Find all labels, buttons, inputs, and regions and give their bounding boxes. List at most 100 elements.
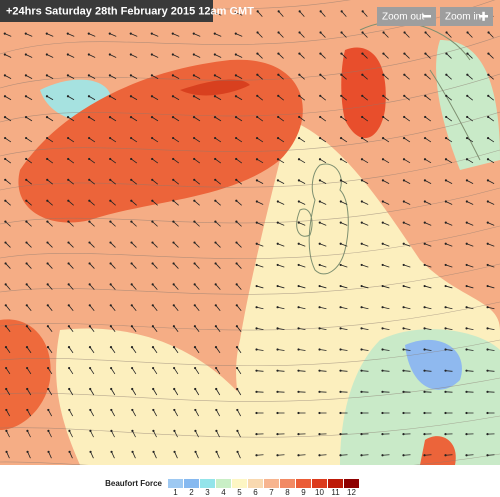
wind-arrow [488,95,494,101]
wind-arrow [68,263,74,269]
wind-arrow [277,201,285,205]
wind-arrow [382,116,390,122]
wind-arrow-head [423,200,426,203]
wind-arrow-head [109,220,112,223]
plus-icon[interactable] [482,11,485,21]
wind-arrow [67,95,75,101]
wind-arrow [5,325,11,333]
wind-arrow-head [339,411,342,415]
wind-arrow [425,53,431,59]
wind-arrow [382,158,390,164]
wind-arrow-head [360,369,363,372]
wind-arrow [340,243,348,247]
wind-arrow-head [487,94,490,97]
wind-arrow [403,264,411,268]
wind-arrow-head [214,157,217,161]
wind-arrow [362,74,368,80]
wind-arrow-head [3,136,7,140]
wind-arrow-head [486,158,490,161]
wind-arrow-head [235,366,239,370]
zoom-out-bg[interactable] [377,7,436,26]
wind-arrow-head [465,390,468,393]
wind-arrow [131,305,137,311]
wind-arrow-head [110,408,113,412]
legend-label: 8 [285,488,290,497]
zoom-in-label[interactable]: Zoom in [445,12,481,23]
minus-icon[interactable] [423,15,431,18]
legend-title: Beaufort Force [105,479,162,488]
wind-arrow-head [339,390,342,393]
wind-arrow [236,346,242,354]
wind-arrow-head [255,284,258,288]
wind-arrow [361,158,369,164]
wind-arrow-head [25,283,28,286]
wind-arrow [68,409,74,417]
wind-arrow-head [67,262,70,265]
wind-arrow-head [444,348,447,351]
wind-arrow [403,243,411,247]
wind-arrow [152,367,158,375]
wind-arrow-head [172,199,175,202]
wind-arrow-head [130,304,133,307]
wind-arrow [361,201,369,205]
wind-arrow-head [255,263,258,267]
wind-arrow-head [152,429,155,432]
wind-arrow-head [276,242,279,245]
wind-arrow [110,325,116,333]
wind-arrow-head [213,32,216,35]
wind-arrow-head [444,179,448,182]
wind-arrow-head [25,304,28,307]
wind-arrow-head [276,411,279,415]
wind-arrow [67,137,75,143]
wind-arrow-head [151,366,155,370]
wind-arrow [298,158,306,164]
wind-arrow [466,222,474,226]
zoom-out-button[interactable]: Zoom out [377,7,436,26]
wind-arrow-head [3,53,6,56]
wind-arrow [152,263,158,269]
zoom-in-button[interactable]: Zoom in [440,7,493,26]
wind-arrow [488,53,494,59]
coastline [359,21,481,161]
wind-arrow-head [110,387,113,391]
wind-arrow-head [68,450,71,453]
isobar [0,111,500,157]
wind-arrow-head [339,369,342,372]
wind-arrow-head [318,263,321,267]
wind-arrow [195,451,199,459]
wind-arrow-head [319,73,322,76]
wind-arrow-head [361,115,364,119]
zoom-in-bg[interactable] [440,7,493,26]
wind-arrow-head [129,95,133,98]
wind-arrow-head [444,411,447,415]
wind-arrow-head [88,178,91,181]
wind-arrow [487,454,495,456]
wind-arrow [215,200,221,206]
wind-arrow [256,349,264,351]
wind-arrow-head [466,73,469,76]
wind-arrow [466,137,474,143]
wind-arrow [298,137,306,143]
wind-arrow-head [171,53,174,56]
wind-arrow-head [318,327,321,330]
wind-arrow [403,370,411,372]
wind-arrow-head [193,241,196,244]
wind-arrow [445,158,453,164]
wind-arrow-head [89,429,92,432]
wind-arrow [256,306,264,310]
wind-arrow-head [319,31,322,34]
zoom-out-label[interactable]: Zoom out [382,12,424,23]
wind-arrow-head [360,433,363,436]
wind-arrow [214,33,222,37]
wind-arrow [109,158,117,164]
wind-arrow-head [402,158,406,161]
wind-arrow-head [47,387,50,391]
wind-arrow [361,454,369,456]
wind-arrow-head [26,408,29,412]
wind-arrow-head [171,32,174,35]
wind-arrow-head [339,348,342,351]
wind-arrow [25,54,33,58]
wind-arrow-head [3,32,6,35]
wind-arrow-head [172,262,175,265]
